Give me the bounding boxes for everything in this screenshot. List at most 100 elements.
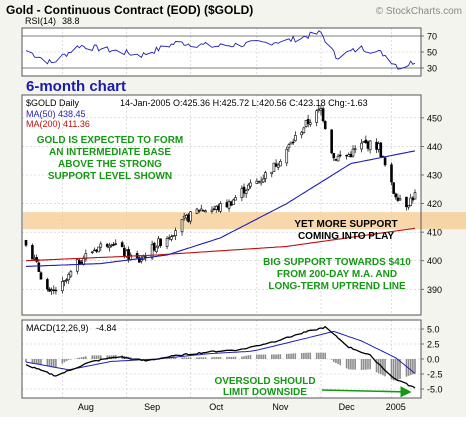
macd-histogram-bar bbox=[273, 354, 275, 359]
macd-histogram-bar bbox=[399, 359, 401, 379]
x-tick-label: Sep bbox=[144, 402, 160, 412]
macd-histogram-bar bbox=[140, 359, 143, 360]
candle-body bbox=[379, 142, 383, 157]
macd-histogram-bar bbox=[174, 357, 177, 359]
candle-body bbox=[285, 149, 289, 164]
candle-body bbox=[315, 110, 318, 123]
x-tick-label: Aug bbox=[78, 402, 94, 412]
candle-body bbox=[212, 208, 216, 210]
macd-histogram-bar bbox=[367, 359, 369, 370]
candle-body bbox=[306, 118, 310, 125]
candle-body bbox=[125, 250, 128, 257]
rsi-label: RSI(14) bbox=[25, 16, 56, 26]
candle-body bbox=[46, 279, 49, 290]
macd-histogram-bar bbox=[55, 359, 57, 368]
candle-body bbox=[234, 197, 237, 201]
candle-body bbox=[291, 141, 295, 144]
macd-histogram-bar bbox=[352, 359, 354, 370]
candle-body bbox=[197, 210, 201, 212]
macd-histogram-bar bbox=[394, 359, 397, 381]
price-legend-label: $GOLD Daily bbox=[26, 98, 80, 108]
macd-tick-label: -5.0 bbox=[427, 385, 443, 395]
macd-signal-line bbox=[25, 330, 416, 374]
macd-histogram-bar bbox=[52, 359, 55, 367]
annotation-line: YET MORE SUPPORT bbox=[294, 219, 397, 230]
macd-tick-label: 5.0 bbox=[427, 325, 440, 335]
macd-histogram-bar bbox=[234, 356, 237, 359]
macd-histogram-bar bbox=[70, 359, 72, 360]
candle-body bbox=[257, 180, 261, 183]
macd-histogram-bar bbox=[320, 352, 322, 359]
axis-ticks: 70 50 30 450 440 430 420 410 400 390 5.0 2.5 0.0 -2.5… bbox=[421, 32, 443, 395]
candle-body bbox=[308, 122, 312, 125]
candle-body bbox=[204, 210, 207, 213]
candle-body bbox=[214, 205, 218, 210]
macd-histogram-bar bbox=[97, 355, 100, 359]
candle-body bbox=[219, 203, 222, 212]
macd-histogram-bar bbox=[243, 356, 245, 359]
macd-histogram-bar bbox=[129, 357, 132, 359]
candle-body bbox=[383, 157, 387, 166]
candle-body bbox=[366, 141, 370, 149]
candle-body bbox=[360, 142, 363, 150]
annotation-line: ABOVE THE STRONG bbox=[58, 159, 162, 170]
chart-title: Gold - Continuous Contract (EOD) ($GOLD) bbox=[6, 3, 253, 17]
candle-body bbox=[182, 215, 186, 219]
price-quote: 14-Jan-2005 O:425.36 H:425.72 L:420.56 C… bbox=[120, 98, 368, 108]
ma50-line bbox=[25, 150, 416, 267]
macd-histogram-bar bbox=[35, 359, 38, 364]
macd-histogram-bar bbox=[228, 356, 230, 359]
macd-histogram-bar bbox=[80, 357, 83, 359]
macd-histogram-bar bbox=[347, 359, 350, 370]
candle-body bbox=[287, 144, 291, 149]
macd-histogram-bar bbox=[305, 352, 307, 359]
candle-body bbox=[294, 135, 297, 142]
annotation-line: LONG-TERM UPTREND LINE bbox=[268, 281, 406, 292]
macd-histogram-bar bbox=[264, 354, 267, 359]
candle-body bbox=[31, 245, 34, 260]
macd-histogram-bar bbox=[335, 359, 337, 364]
macd-histogram-bar bbox=[337, 359, 339, 365]
candle-body bbox=[174, 230, 177, 236]
macd-histogram-bar bbox=[384, 359, 386, 377]
price-tick-label: 410 bbox=[427, 228, 442, 238]
macd-histogram-bar bbox=[307, 352, 309, 359]
candle-body bbox=[127, 249, 130, 260]
candle-body bbox=[338, 154, 342, 157]
candle-body bbox=[392, 182, 395, 194]
candle-body bbox=[304, 120, 308, 127]
macd-histogram-bar bbox=[375, 359, 378, 373]
candle-body bbox=[242, 186, 246, 194]
annotation-more-support: YET MORE SUPPORT COMING INTO PLAY bbox=[294, 219, 397, 242]
macd-histogram-bar bbox=[362, 359, 365, 370]
candle-body bbox=[159, 238, 162, 246]
candle-body bbox=[259, 180, 263, 184]
candle-body bbox=[394, 193, 398, 198]
macd-histogram-bar bbox=[360, 359, 363, 371]
candle-body bbox=[217, 205, 220, 211]
candle-body bbox=[114, 243, 118, 245]
macd-histogram-bar bbox=[202, 357, 205, 359]
candle-body bbox=[319, 108, 323, 112]
macd-histogram-bar bbox=[181, 357, 183, 359]
macd-tick-label: 0.0 bbox=[427, 355, 440, 365]
candle-body bbox=[368, 140, 372, 151]
macd-histogram-bar bbox=[38, 359, 40, 365]
candle-body bbox=[405, 196, 408, 208]
candle-body bbox=[112, 243, 115, 246]
candle-body bbox=[272, 162, 276, 172]
macd-histogram-bar bbox=[290, 353, 292, 359]
candle-body bbox=[377, 143, 380, 150]
candle-body bbox=[150, 244, 154, 259]
candle-body bbox=[155, 246, 158, 253]
macd-histogram-bar bbox=[67, 359, 70, 360]
candle-body bbox=[375, 141, 378, 150]
macd-histogram-bar bbox=[285, 353, 288, 359]
oversold-arrow bbox=[321, 386, 412, 398]
macd-histogram-bar bbox=[183, 357, 185, 359]
macd-histogram-bar bbox=[277, 354, 280, 359]
macd-histogram-bar bbox=[300, 352, 303, 359]
annotation-line: GOLD IS EXPECTED TO FORM bbox=[37, 135, 184, 146]
candle-body bbox=[187, 214, 190, 222]
price-tick-label: 400 bbox=[427, 256, 442, 266]
